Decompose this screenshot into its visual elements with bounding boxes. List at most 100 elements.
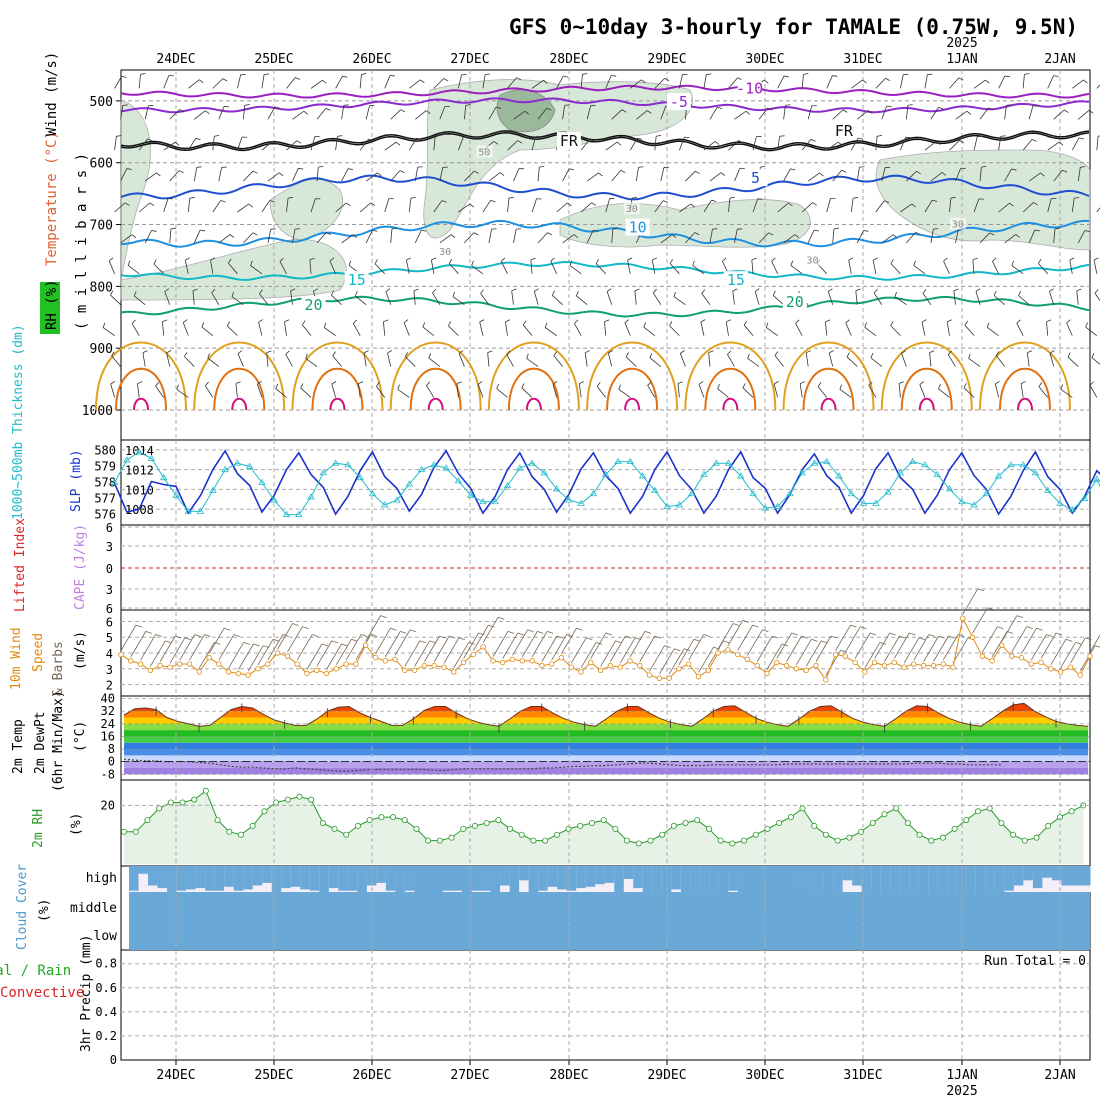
- wind-barb: [360, 203, 371, 212]
- wind10m-barb-flag: [645, 631, 651, 633]
- rh2m-point: [250, 823, 255, 828]
- high-cloud-bar: [205, 866, 215, 891]
- wind10m-barb-flag: [381, 616, 387, 618]
- wind-barb: [876, 78, 886, 88]
- wind-barb: [930, 353, 931, 367]
- wind-barb-flag: [1017, 320, 1021, 323]
- wind-barb-flag: [418, 167, 423, 168]
- wind-barb: [840, 389, 851, 397]
- isotherm-label: 30: [806, 256, 818, 267]
- wind10m-barb-flag: [498, 617, 504, 619]
- wind-barb: [317, 108, 326, 119]
- wind-barb-flag: [284, 320, 289, 322]
- isotherm-label: FR: [835, 122, 854, 140]
- isotherm-35: [822, 399, 836, 410]
- wind-barb: [170, 109, 180, 119]
- wind-barb-flag: [644, 322, 646, 327]
- wind-barb-flag: [849, 258, 853, 260]
- wind-barb-flag: [944, 258, 948, 261]
- wind10m-barb-flag: [919, 638, 925, 640]
- wind-barb: [1077, 291, 1079, 305]
- rh2m-point: [695, 817, 700, 822]
- wind-barb: [431, 260, 433, 274]
- top-date-label: 28DEC: [549, 52, 588, 67]
- wind-barb-flag: [259, 320, 263, 322]
- wind10m-barb: [121, 625, 136, 651]
- rh2m-point: [309, 797, 314, 802]
- wind-barb-flag: [865, 323, 867, 328]
- rh-shading: [121, 80, 1090, 300]
- wind-barb-flag: [509, 197, 514, 198]
- rh2m-point: [1034, 835, 1039, 840]
- wind-barb-flag: [717, 107, 722, 108]
- wind-barb: [865, 327, 876, 335]
- bottom-date-label: 27DEC: [450, 1068, 489, 1083]
- temperature-band: [121, 762, 1090, 768]
- rh2m-point: [987, 806, 992, 811]
- wind-barb: [748, 358, 759, 366]
- cloud-level-label: low: [94, 929, 118, 944]
- wind10m-point: [481, 644, 486, 649]
- high-cloud-bar: [843, 866, 853, 880]
- high-cloud-bar: [453, 866, 463, 891]
- wind-barb-flag: [512, 289, 517, 291]
- wind-barb-flag: [224, 106, 229, 107]
- wind-barb-flag: [152, 230, 157, 231]
- wind10m-barb: [904, 638, 919, 664]
- wind-barb: [709, 353, 710, 367]
- temp2m-label-group: 2m DewPt: [33, 711, 48, 774]
- wind-barb-flag: [230, 234, 234, 237]
- rh2m-point: [706, 826, 711, 831]
- wind-barb-flag: [959, 78, 963, 80]
- wind10m-barb-flag: [665, 646, 671, 648]
- wind-barb-flag: [545, 323, 547, 328]
- wind-barb: [818, 386, 827, 397]
- low-middle-cloud-block: [129, 892, 1090, 950]
- slp-tick-label: 1012: [125, 464, 154, 478]
- wind10m-point: [735, 652, 740, 657]
- wind10m-point: [853, 660, 858, 665]
- wind-barb-flag: [267, 351, 272, 353]
- wind-barb: [849, 260, 852, 274]
- wind-barb: [669, 326, 679, 336]
- rh2m-point: [624, 838, 629, 843]
- high-cloud-bar: [1033, 866, 1043, 888]
- wind-barb: [398, 389, 409, 397]
- rh2m-point: [426, 838, 431, 843]
- wind10m-point: [285, 654, 290, 659]
- isotherm-label: 20: [786, 293, 804, 311]
- wind-barb: [606, 142, 617, 150]
- rh2m-units-label: (%): [69, 813, 84, 836]
- wind-barb-flag: [678, 382, 683, 384]
- lifted-tick-label: 6: [106, 521, 113, 535]
- wind-barb: [243, 105, 244, 119]
- wind-barb-flag: [994, 291, 996, 296]
- wind-barb-flag: [579, 382, 584, 384]
- precip-tick-label: 0.2: [95, 1029, 117, 1043]
- wind10m-barb: [287, 627, 302, 653]
- wind10m-barb-flag: [195, 635, 201, 637]
- wind-barb: [213, 79, 223, 89]
- wind10m-point: [530, 659, 535, 664]
- temperature-band: [121, 768, 1090, 774]
- wind-barb-flag: [388, 351, 392, 353]
- rh2m-point: [671, 823, 676, 828]
- wind-barb-flag: [1068, 353, 1070, 357]
- wind-barb-flag: [701, 320, 705, 322]
- wind-barb-flag: [825, 320, 830, 322]
- precip-panel: [121, 950, 1090, 1060]
- wind10m-point: [363, 643, 368, 648]
- wind-barb: [710, 173, 721, 182]
- rh2m-point: [1011, 832, 1016, 837]
- wind10m-point: [569, 665, 574, 670]
- wind-barb-flag: [349, 261, 351, 266]
- rh2m-point: [484, 820, 489, 825]
- rh2m-units-group: (%): [69, 813, 84, 836]
- wind-barb-flag: [811, 139, 816, 141]
- wind-barb: [236, 384, 237, 398]
- wind-barb: [650, 358, 661, 367]
- wind10m-point: [334, 666, 339, 671]
- rh2m-point: [554, 832, 559, 837]
- wind10m-barb-flag: [704, 635, 710, 637]
- top-year-label: 2025: [946, 36, 977, 51]
